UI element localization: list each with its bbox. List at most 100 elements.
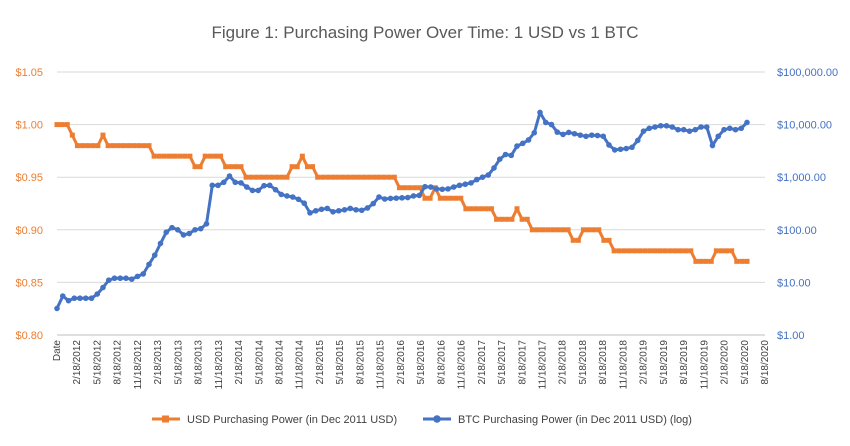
usd-data-point (703, 258, 709, 264)
usd-data-point (182, 153, 188, 159)
usd-data-point (626, 248, 632, 254)
btc-data-point (726, 125, 733, 132)
btc-data-point (54, 305, 60, 312)
usd-data-point (396, 185, 402, 191)
usd-data-point (693, 258, 699, 264)
btc-data-point (330, 208, 336, 215)
usd-data-point (729, 248, 735, 254)
usd-data-point (177, 153, 183, 159)
btc-data-point (519, 140, 526, 147)
usd-data-point (575, 237, 581, 243)
btc-data-point (715, 133, 722, 140)
left-y-tick-label: $0.90 (15, 225, 43, 237)
btc-data-point (376, 194, 382, 200)
legend-usd-label: USD Purchasing Power (in Dec 2011 USD) (187, 414, 397, 426)
usd-data-point (483, 206, 489, 212)
x-tick-label: 11/18/2012 (133, 340, 144, 390)
btc-data-point (680, 126, 687, 133)
x-tick-label: 5/18/2019 (659, 340, 670, 385)
usd-data-point (366, 174, 372, 180)
btc-data-point (232, 179, 239, 186)
usd-data-point (601, 237, 607, 243)
usd-data-point (320, 174, 326, 180)
usd-data-point (422, 195, 428, 201)
btc-data-point (163, 229, 170, 236)
btc-data-point (284, 193, 290, 199)
btc-data-point (565, 129, 572, 136)
usd-data-point (85, 143, 91, 149)
btc-data-point (318, 206, 325, 213)
btc-data-point (496, 156, 503, 162)
btc-data-point (738, 125, 745, 132)
x-tick-label: 5/18/2014 (254, 340, 265, 385)
usd-data-point (458, 195, 464, 201)
usd-data-point (172, 153, 178, 159)
usd-data-point (391, 174, 397, 180)
usd-data-point (488, 206, 494, 212)
btc-data-point (347, 205, 354, 212)
x-tick-label: 11/18/2014 (295, 340, 306, 390)
btc-data-point (548, 121, 555, 128)
x-tick-label: 5/18/2018 (578, 340, 589, 385)
usd-data-point (253, 174, 259, 180)
usd-data-point (274, 174, 280, 180)
usd-data-point (529, 227, 535, 233)
btc-data-point (410, 193, 417, 199)
btc-data-point (571, 130, 578, 137)
btc-series (54, 109, 750, 312)
usd-data-point (64, 122, 70, 128)
btc-data-point (238, 180, 244, 186)
right-y-tick-label: $100.00 (777, 225, 817, 237)
btc-data-point (686, 128, 693, 134)
btc-data-point (422, 183, 428, 190)
btc-data-point (450, 184, 457, 190)
left-y-tick-label: $0.80 (15, 330, 43, 342)
usd-data-point (74, 143, 80, 149)
usd-data-point (350, 174, 356, 180)
btc-data-point (588, 132, 595, 138)
btc-data-point (295, 196, 302, 203)
x-tick-label: 11/18/2013 (214, 340, 225, 390)
usd-data-point (718, 248, 724, 254)
usd-data-point (683, 248, 689, 254)
usd-data-point (473, 206, 479, 212)
btc-data-point (594, 132, 601, 139)
usd-data-point (647, 248, 653, 254)
btc-data-point (692, 126, 699, 133)
usd-data-point (514, 206, 520, 212)
usd-data-point (632, 248, 638, 254)
usd-data-point (407, 185, 413, 191)
btc-data-point (307, 210, 313, 216)
usd-data-point (509, 216, 515, 222)
x-tick-label: 5/18/2020 (740, 340, 751, 385)
usd-data-point (223, 164, 229, 170)
x-tick-label: 8/18/2018 (598, 340, 609, 385)
btc-data-point (663, 122, 670, 129)
usd-data-point (739, 258, 745, 264)
usd-data-point (463, 206, 469, 212)
usd-data-point (90, 143, 96, 149)
btc-data-point (266, 182, 273, 189)
usd-data-point (442, 195, 448, 201)
left-y-tick-label: $1.05 (15, 67, 43, 79)
btc-data-point (169, 224, 175, 231)
right-y-tick-label: $1.00 (777, 330, 805, 342)
usd-data-point (417, 185, 423, 191)
x-tick-label: 8/18/2014 (275, 340, 286, 385)
btc-data-point (623, 145, 630, 152)
usd-data-point (361, 174, 367, 180)
btc-data-point (100, 284, 106, 291)
usd-data-point (550, 227, 556, 233)
x-tick-label: Date (52, 340, 63, 362)
usd-data-point (621, 248, 627, 254)
btc-data-point (123, 275, 129, 282)
usd-data-point (126, 143, 132, 149)
x-axis: Date 2/18/2012 5/18/2012 8/18/2012 11/18/201… (52, 334, 771, 390)
usd-data-point (468, 206, 474, 212)
usd-data-point (100, 132, 106, 138)
usd-data-point (724, 248, 730, 254)
btc-data-point (117, 275, 124, 282)
btc-data-point (341, 207, 348, 213)
btc-data-point (215, 182, 221, 189)
